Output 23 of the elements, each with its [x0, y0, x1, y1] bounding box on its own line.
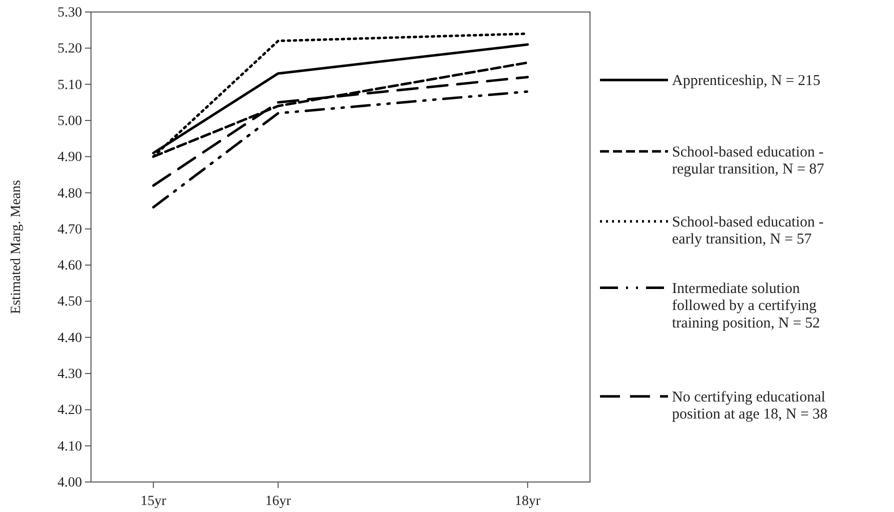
y-tick-label: 4.30	[58, 367, 82, 382]
legend-label: Intermediate solution followed by a certifying training position, N = 52	[672, 280, 820, 332]
y-tick-label: 4.00	[58, 475, 82, 490]
legend-label: School-based education - regular transition, N = 87	[672, 144, 825, 178]
y-tick-label: 4.40	[58, 330, 82, 346]
y-tick-label: 5.00	[58, 114, 82, 129]
y-tick-label: 4.50	[58, 294, 82, 310]
y-tick-label: 4.70	[58, 222, 82, 238]
y-tick-label: 4.80	[58, 186, 82, 202]
y-tick-label: 5.30	[58, 5, 82, 20]
x-tick-label: 18yr	[514, 494, 541, 509]
y-tick-label: 5.10	[58, 78, 82, 93]
y-tick-label: 4.90	[58, 150, 82, 166]
y-tick-label: 5.20	[58, 42, 82, 57]
x-tick-label: 15yr	[140, 494, 167, 509]
legend-label: Apprenticeship, N = 215	[672, 73, 820, 89]
y-tick-label: 4.60	[58, 258, 82, 274]
legend-label: No certifying educational position at age 18, N = 38	[672, 389, 828, 423]
y-axis-title: Estimated Marg. Means	[9, 180, 24, 314]
x-tick-label: 16yr	[265, 494, 292, 509]
legend-label: School-based education - early transition, N = 57	[672, 214, 824, 248]
y-tick-label: 4.20	[58, 403, 82, 418]
y-tick-label: 4.10	[58, 439, 82, 454]
